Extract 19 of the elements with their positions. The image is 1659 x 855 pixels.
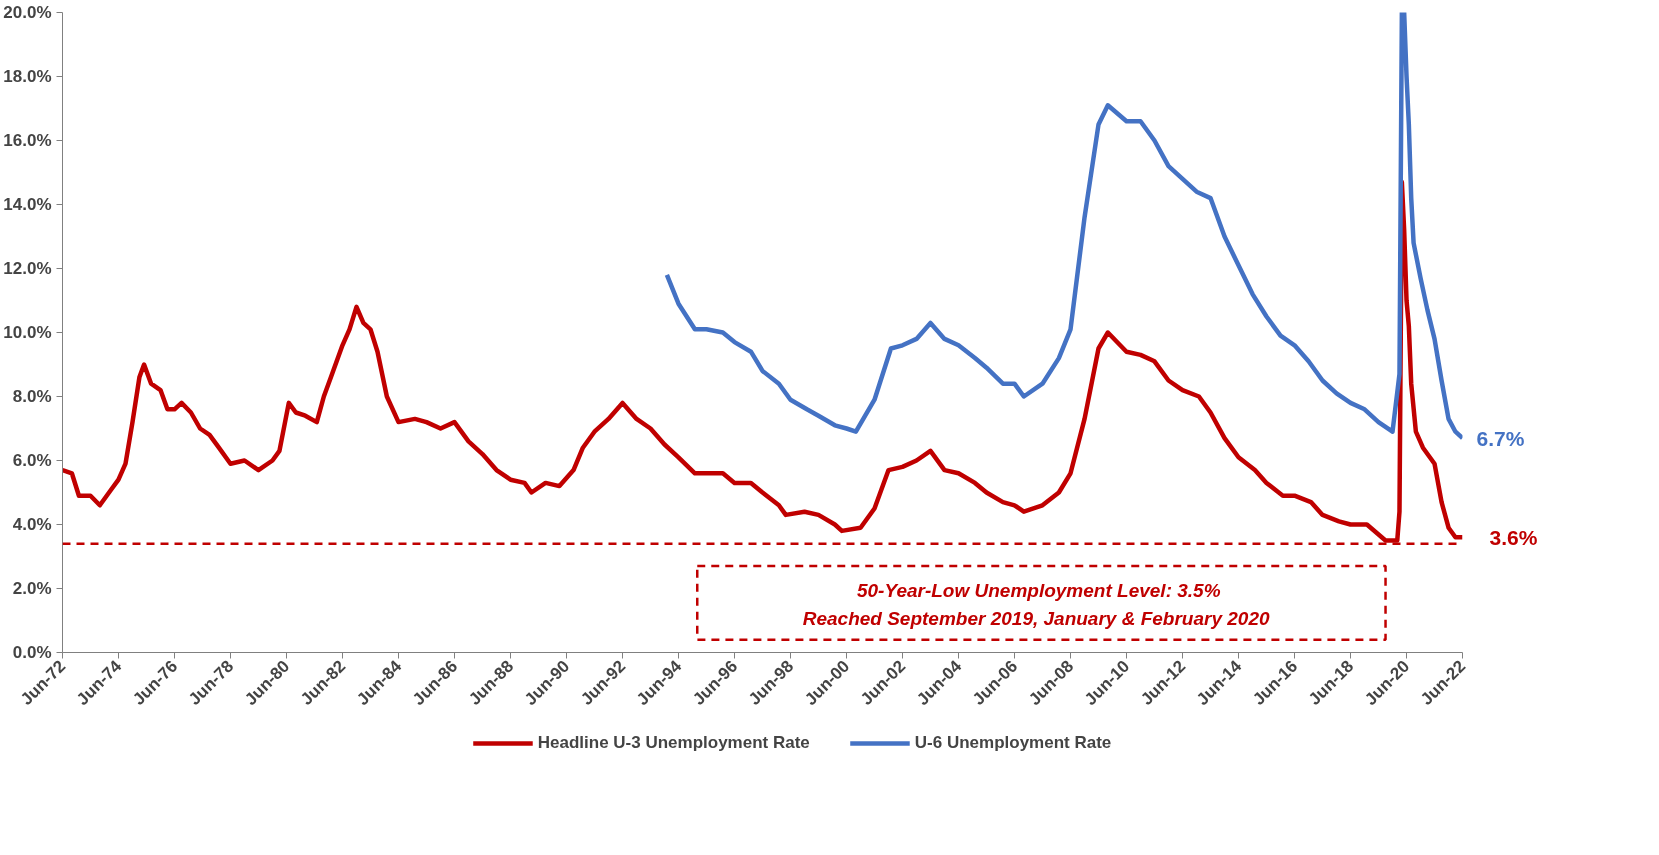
annotation: Reached September 2019, January & February 2020: [802, 608, 1270, 630]
y-tick-label: 16.0%: [3, 131, 52, 150]
annotation: 50-Year-Low Unemployment Level: 3.5%: [856, 579, 1221, 601]
legend-label: Headline U-3 Unemployment Rate: [537, 733, 810, 753]
y-tick-label: 14.0%: [3, 195, 52, 214]
y-tick-label: 2.0%: [12, 579, 52, 598]
y-tick-label: 4.0%: [12, 515, 52, 534]
y-tick-label: 18.0%: [3, 67, 52, 86]
annotation: 3.6%: [1489, 525, 1538, 549]
y-tick-label: 20.0%: [3, 3, 52, 22]
line-series: [62, 179, 1463, 543]
legend-label: U-6 Unemployment Rate: [914, 733, 1112, 753]
y-tick-label: 10.0%: [3, 323, 52, 342]
annotation: 6.7%: [1476, 426, 1525, 450]
y-tick-label: 0.0%: [12, 643, 52, 662]
y-tick-label: 8.0%: [12, 387, 52, 406]
y-tick-label: 6.0%: [12, 451, 52, 470]
y-tick-label: 12.0%: [3, 259, 52, 278]
line-series: [664, 12, 1463, 441]
